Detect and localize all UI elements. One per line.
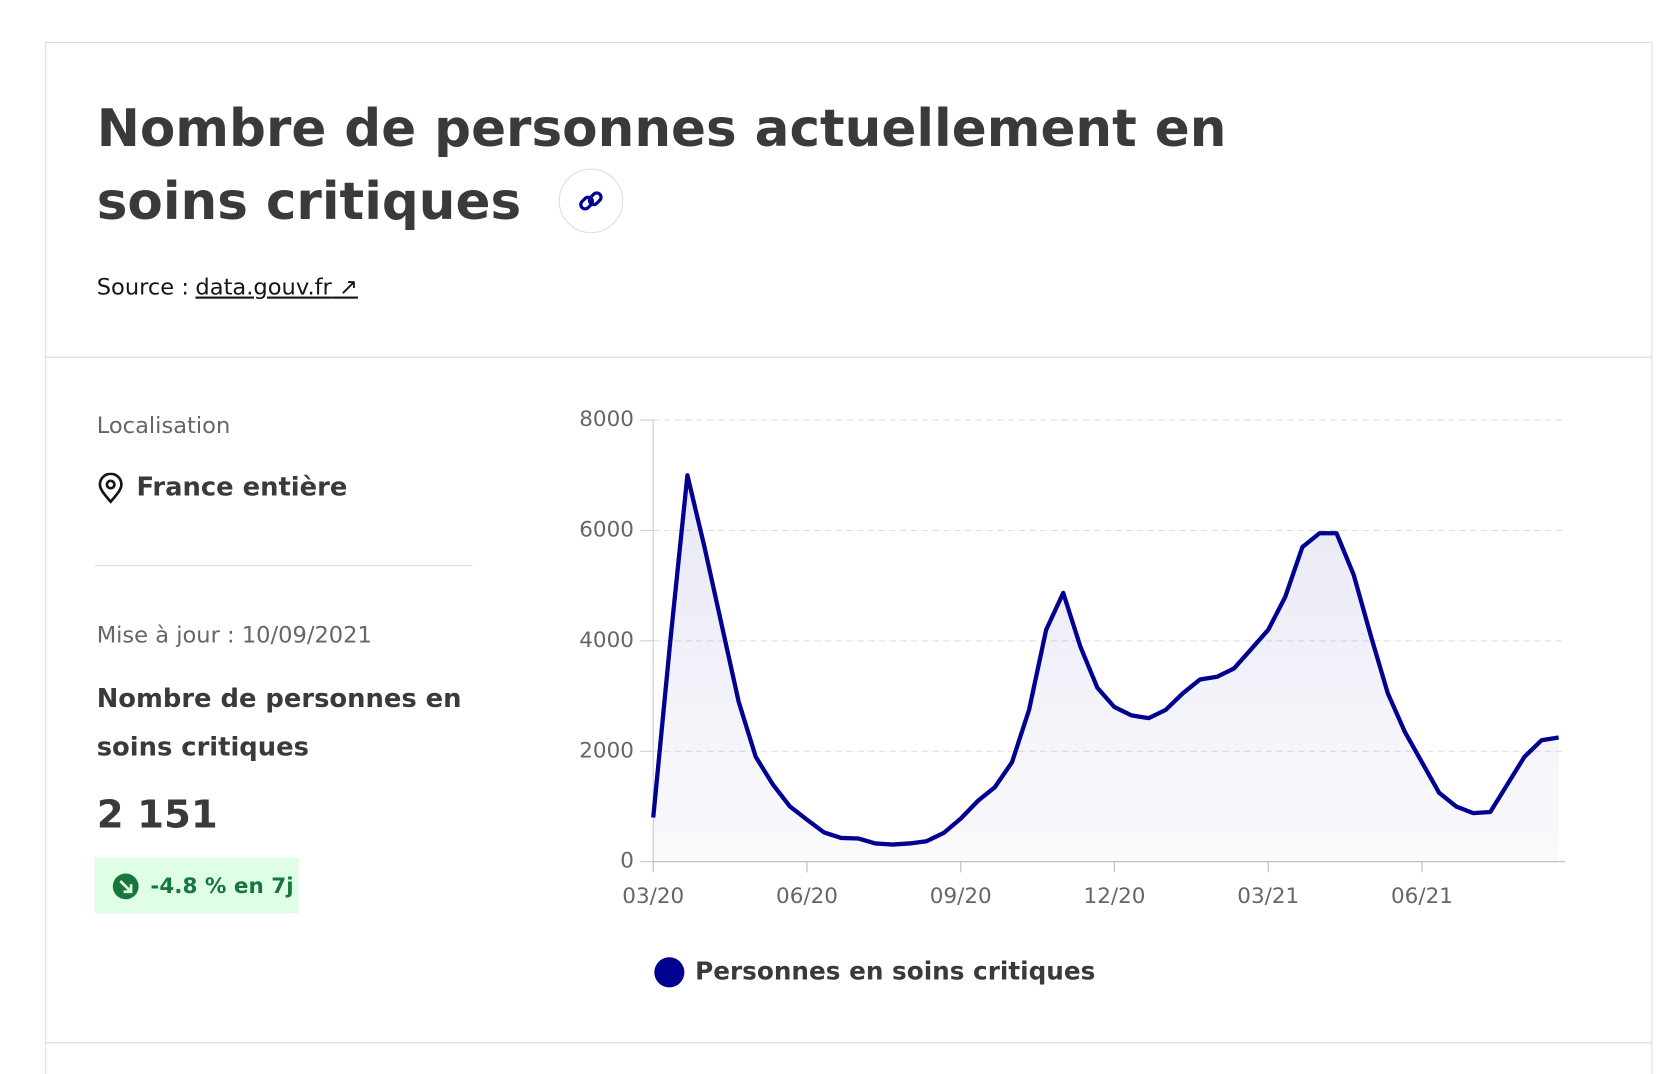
- divider: [94, 565, 473, 567]
- source: Source : data.gouv.fr ↗: [97, 274, 358, 300]
- arrow-icon: [112, 873, 139, 900]
- divider: [45, 356, 1653, 358]
- pin-icon: [98, 472, 123, 504]
- x-tick-label: 12/20: [1084, 884, 1146, 909]
- y-tick-label: 2000: [579, 738, 634, 763]
- x-tick-label: 09/20: [930, 884, 992, 909]
- source-link-text: data.gouv.fr: [195, 273, 332, 300]
- indicator-label: Nombre de personnes en soins critiques: [96, 683, 462, 762]
- divider: [45, 1042, 1653, 1044]
- x-tick-label: 06/20: [776, 884, 838, 909]
- change-text: -4.8 % en 7j: [150, 872, 294, 899]
- change-badge: -4.8 % en 7j: [94, 857, 299, 914]
- y-tick-label: 8000: [579, 407, 634, 432]
- x-tick-label: 03/21: [1237, 884, 1299, 909]
- title-text: Nombre de personnes actuellement en soin…: [96, 98, 1227, 233]
- title: Nombre de personnes actuellement en soin…: [97, 92, 1386, 238]
- link-button[interactable]: [558, 168, 623, 234]
- x-tick-label: 03/20: [622, 884, 684, 909]
- y-tick-label: 4000: [579, 628, 634, 653]
- update-date: Mise à jour : 10/09/2021: [96, 622, 372, 648]
- area: [653, 475, 1559, 862]
- legend-label: Personnes en soins critiques: [695, 956, 1095, 985]
- link-icon: [578, 191, 603, 211]
- source-link[interactable]: data.gouv.fr ↗: [195, 273, 358, 300]
- y-tick-label: 0: [620, 849, 634, 874]
- y-tick-label: 6000: [579, 517, 634, 542]
- x-tick-label: 06/21: [1391, 884, 1453, 909]
- location-label: Localisation: [96, 412, 231, 439]
- card-border: [45, 41, 1653, 1074]
- legend-swatch: [654, 957, 685, 988]
- source-label: Source :: [96, 273, 189, 300]
- location: France entière: [136, 471, 348, 502]
- line: [651, 473, 1559, 847]
- indicator-value: 2 151: [96, 792, 218, 837]
